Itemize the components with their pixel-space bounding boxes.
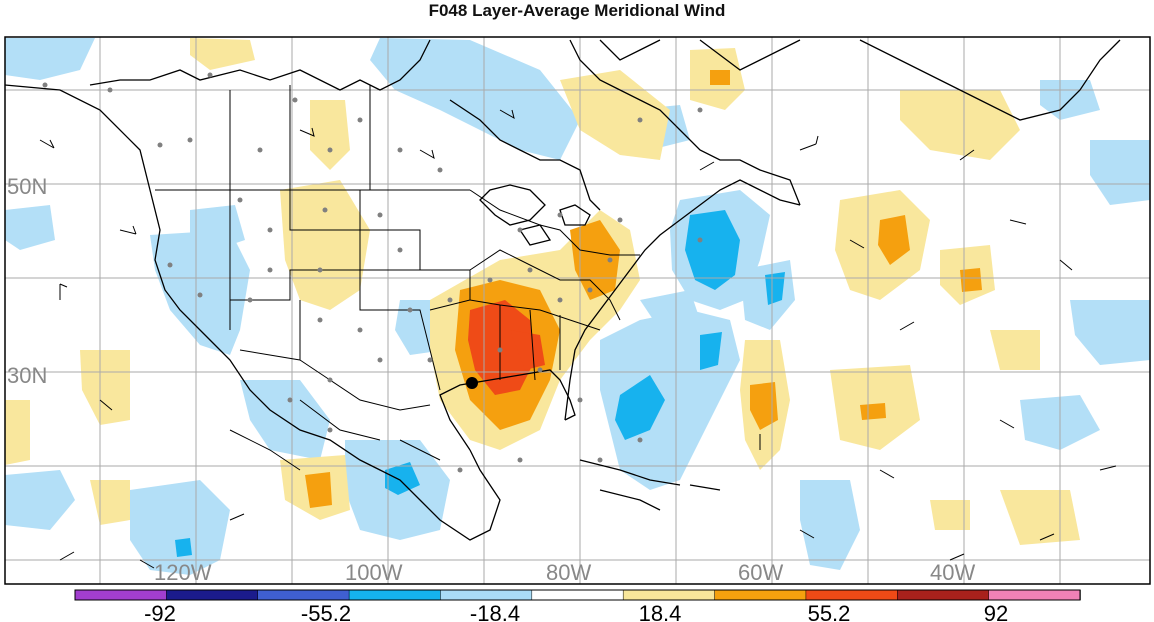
colorbar-outline: [74, 589, 1081, 601]
wind-barbs: [39, 109, 1117, 569]
colorbar-cell: [897, 589, 990, 601]
colorbar-cell: [166, 589, 259, 601]
latitude-labels: 50N 30N: [7, 174, 47, 388]
lat-label-50n: 50N: [7, 174, 47, 199]
colorbar-label: 92: [984, 601, 1008, 622]
colorbar-cell: [440, 589, 533, 601]
colorbar-label: -18.4: [470, 601, 520, 622]
lon-label-40w: 40W: [930, 560, 975, 585]
colorbar-cell: [257, 589, 350, 601]
colorbar-cell: [531, 589, 624, 601]
colorbar-cell: [988, 589, 1081, 601]
colorbar-cell: [805, 589, 899, 601]
political-borders: [155, 85, 640, 471]
colorbar-label: -92: [144, 601, 176, 622]
lon-label-100w: 100W: [345, 560, 403, 585]
colorbar-cell: [348, 589, 442, 601]
colorbar-cell: [74, 589, 168, 601]
colorbar-label: 55.2: [808, 601, 851, 622]
coastlines: [4, 39, 1121, 541]
lat-label-30n: 30N: [7, 363, 47, 388]
colorbar-cell: [622, 589, 716, 601]
colorbar-cell: [714, 589, 807, 601]
lon-label-80w: 80W: [546, 560, 591, 585]
wind-shading: [5, 38, 1150, 575]
colorbar-cells: [74, 589, 1081, 601]
colorbar-label: -55.2: [301, 601, 351, 622]
lon-label-120w: 120W: [154, 560, 212, 585]
chart-title: F048 Layer-Average Meridional Wind: [428, 1, 726, 20]
longitude-labels: 120W 100W 80W 60W 40W: [154, 560, 975, 585]
station-dots: [42, 72, 703, 473]
map-frame: [4, 36, 1151, 585]
colorbar-label: 18.4: [639, 601, 682, 622]
lon-label-60w: 60W: [738, 560, 783, 585]
storm-marker: [466, 377, 478, 389]
